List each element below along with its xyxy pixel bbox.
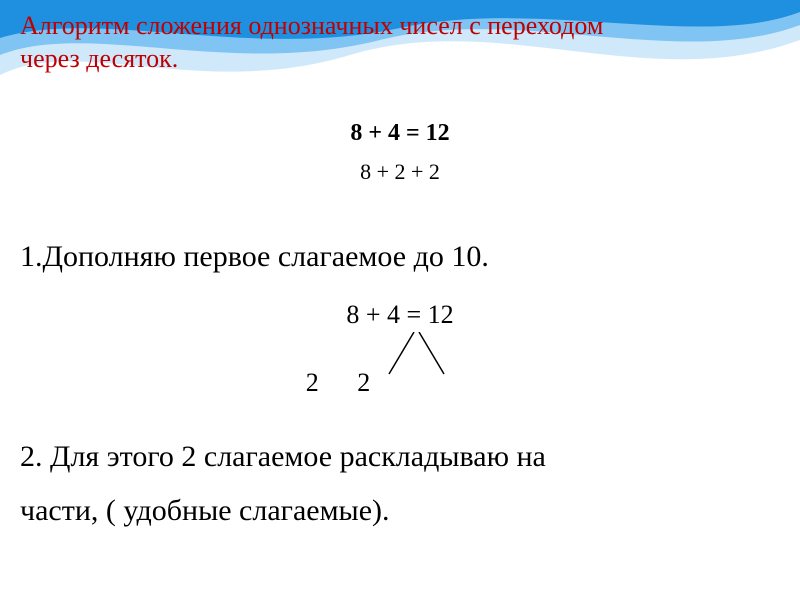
equation-decomp-text: 8 + 4 = 12 [346, 300, 453, 329]
title-line-1: Алгоритм сложения однозначных чисел с пе… [20, 10, 780, 43]
decomp-part-1: 2 [357, 368, 370, 398]
step-1-text: 1.Дополняю первое слагаемое до 10. [20, 240, 780, 274]
equation-decomp-expr: 8 + 4 = 12 [346, 300, 453, 330]
title-line-2: через десяток. [20, 43, 780, 76]
slide-title: Алгоритм сложения однозначных чисел с пе… [20, 10, 780, 75]
equation-area-decomposition: 8 + 4 = 12 [0, 300, 800, 330]
equation-area-top: 8 + 4 = 12 8 + 2 + 2 [0, 120, 800, 185]
step-2-line-1: 2. Для этого 2 слагаемое раскладываю на [20, 430, 780, 484]
equation-main: 8 + 4 = 12 [0, 120, 800, 147]
step-2-line-2: части, ( удобные слагаемые). [20, 484, 780, 538]
decomp-part-0: 2 [306, 368, 319, 398]
decomposition-parts: 2 2 [0, 368, 800, 398]
equation-sub: 8 + 2 + 2 [0, 159, 800, 185]
step-2-text: 2. Для этого 2 слагаемое раскладываю на … [20, 430, 780, 538]
